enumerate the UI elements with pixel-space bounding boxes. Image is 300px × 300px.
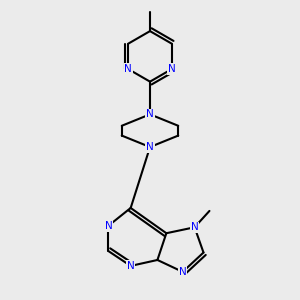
Text: N: N: [146, 109, 154, 119]
Text: N: N: [168, 64, 176, 74]
Text: N: N: [104, 221, 112, 231]
Text: N: N: [124, 64, 132, 74]
Text: N: N: [127, 261, 135, 271]
Text: N: N: [191, 222, 199, 232]
Text: N: N: [146, 142, 154, 152]
Text: N: N: [179, 267, 187, 277]
